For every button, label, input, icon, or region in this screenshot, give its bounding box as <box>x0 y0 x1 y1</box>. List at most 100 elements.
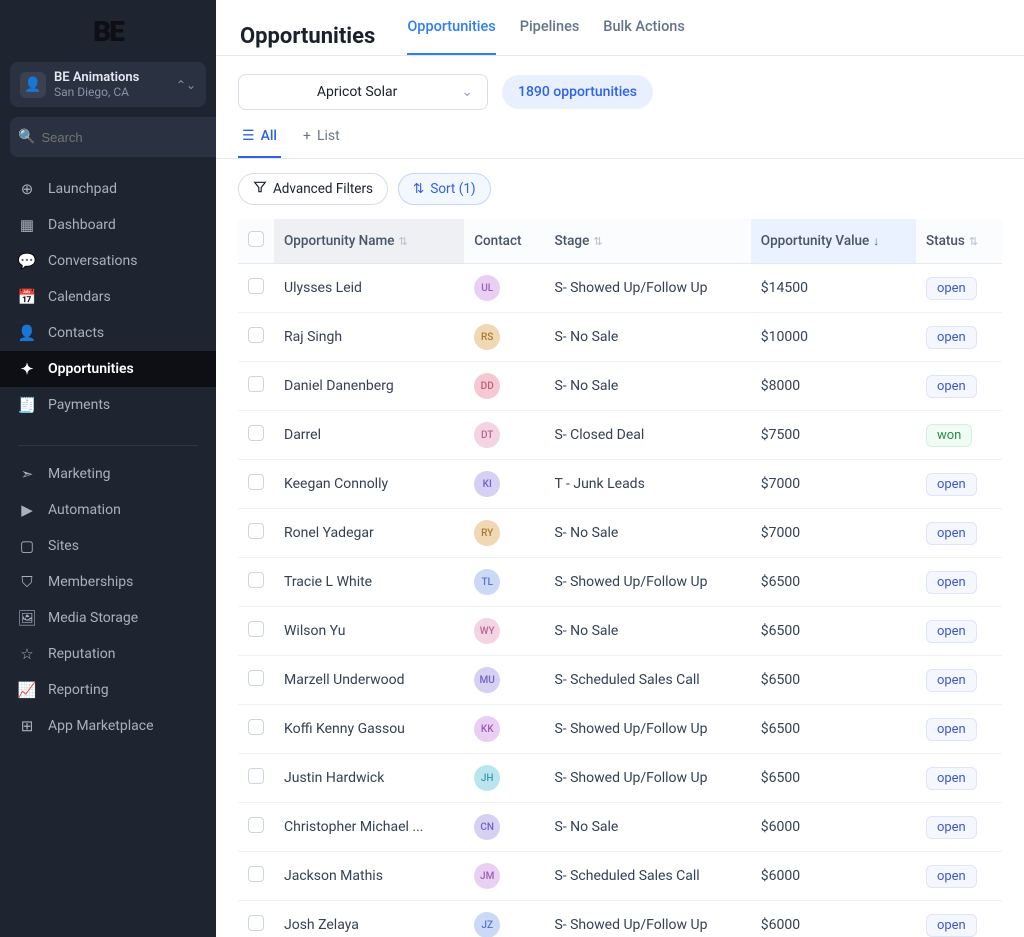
pipeline-select[interactable]: Apricot Solar ⌄ <box>238 74 488 110</box>
nav-item-memberships[interactable]: ⛉Memberships <box>0 564 216 600</box>
cell-contact: DT <box>464 411 544 460</box>
row-checkbox[interactable] <box>248 376 264 392</box>
cell-status: open <box>916 901 1002 937</box>
cell-name: Justin Hardwick <box>274 754 464 803</box>
top-tab-bulk-actions[interactable]: Bulk Actions <box>603 18 685 55</box>
cell-stage: S- No Sale <box>544 803 750 852</box>
row-checkbox[interactable] <box>248 425 264 441</box>
table-row[interactable]: Keegan ConnollyKIT - Junk Leads$7000open <box>238 460 1002 509</box>
cell-name: Koffi Kenny Gassou <box>274 705 464 754</box>
table-row[interactable]: Josh ZelayaJZS- Showed Up/Follow Up$6000… <box>238 901 1002 937</box>
nav-item-marketing[interactable]: ➣Marketing <box>0 456 216 492</box>
conversations-icon: 💬 <box>18 252 36 270</box>
status-badge: open <box>926 718 977 741</box>
table-row[interactable]: Ulysses LeidULS- Showed Up/Follow Up$145… <box>238 264 1002 313</box>
filter-row: Apricot Solar ⌄ 1890 opportunities <box>216 56 1024 110</box>
nav-item-calendars[interactable]: 📅Calendars <box>0 279 216 315</box>
top-tab-opportunities[interactable]: Opportunities <box>407 18 495 55</box>
cell-value: $6500 <box>751 558 916 607</box>
col-header-stage[interactable]: Stage⇅ <box>544 219 750 264</box>
row-checkbox[interactable] <box>248 670 264 686</box>
cell-status: open <box>916 754 1002 803</box>
table-row[interactable]: Daniel DanenbergDDS- No Sale$8000open <box>238 362 1002 411</box>
col-header-name[interactable]: Opportunity Name⇅ <box>274 219 464 264</box>
select-all-checkbox[interactable] <box>248 231 264 247</box>
media-storage-icon: 🖼 <box>18 609 36 627</box>
arrow-down-icon: ↓ <box>873 234 879 248</box>
nav-item-label: App Marketplace <box>48 718 154 734</box>
contact-avatar: JH <box>474 765 500 791</box>
org-switcher[interactable]: 👤 BE Animations San Diego, CA ⌃⌄ <box>10 62 206 107</box>
table-row[interactable]: Koffi Kenny GassouKKS- Showed Up/Follow … <box>238 705 1002 754</box>
col-header-status[interactable]: Status⇅ <box>916 219 1002 264</box>
table-row[interactable]: Tracie L WhiteTLS- Showed Up/Follow Up$6… <box>238 558 1002 607</box>
org-name: BE Animations <box>54 70 168 85</box>
table-body: Ulysses LeidULS- Showed Up/Follow Up$145… <box>238 264 1002 937</box>
cell-stage: S- Scheduled Sales Call <box>544 656 750 705</box>
plus-icon: + <box>303 128 311 144</box>
cell-contact: RS <box>464 313 544 362</box>
row-checkbox[interactable] <box>248 621 264 637</box>
reputation-icon: ☆ <box>18 645 36 663</box>
nav-item-media-storage[interactable]: 🖼Media Storage <box>0 600 216 636</box>
cell-stage: S- Showed Up/Follow Up <box>544 754 750 803</box>
row-checkbox[interactable] <box>248 474 264 490</box>
row-checkbox[interactable] <box>248 817 264 833</box>
col-header-value[interactable]: Opportunity Value↓ <box>751 219 916 264</box>
table-row[interactable]: Jackson MathisJMS- Scheduled Sales Call$… <box>238 852 1002 901</box>
nav-item-conversations[interactable]: 💬 Conversations <box>0 243 216 279</box>
table-row[interactable]: Justin HardwickJHS- Showed Up/Follow Up$… <box>238 754 1002 803</box>
table-row[interactable]: Wilson YuWYS- No Sale$6500open <box>238 607 1002 656</box>
cell-stage: S- Closed Deal <box>544 411 750 460</box>
row-checkbox[interactable] <box>248 719 264 735</box>
nav-item-label: Marketing <box>48 466 111 482</box>
cell-contact: KK <box>464 705 544 754</box>
nav-item-label: Opportunities <box>48 361 134 377</box>
row-checkbox[interactable] <box>248 327 264 343</box>
nav-item-app-marketplace[interactable]: ⊞App Marketplace <box>0 708 216 744</box>
table-row[interactable]: Christopher Michael ...CNS- No Sale$6000… <box>238 803 1002 852</box>
sites-icon: ▢ <box>18 537 36 555</box>
table-row[interactable]: DarrelDTS- Closed Deal$7500won <box>238 411 1002 460</box>
nav-item-automation[interactable]: ▶Automation <box>0 492 216 528</box>
nav-item-label: Conversations <box>48 253 137 269</box>
row-checkbox[interactable] <box>248 523 264 539</box>
nav-item-contacts[interactable]: 👤Contacts <box>0 315 216 351</box>
view-tab-all[interactable]: ☰All <box>238 122 281 158</box>
dashboard-icon: ▦ <box>18 216 36 234</box>
table-row[interactable]: Ronel YadegarRYS- No Sale$7000open <box>238 509 1002 558</box>
nav-item-label: Launchpad <box>48 181 117 197</box>
nav-item-label: Sites <box>48 538 79 554</box>
nav-item-reporting[interactable]: 📈Reporting <box>0 672 216 708</box>
nav-item-opportunities[interactable]: ✦Opportunities <box>0 351 216 387</box>
sort-button[interactable]: ⇅ Sort (1) <box>398 173 491 205</box>
cell-name: Christopher Michael ... <box>274 803 464 852</box>
table-row[interactable]: Raj SinghRSS- No Sale$10000open <box>238 313 1002 362</box>
row-checkbox[interactable] <box>248 278 264 294</box>
cell-value: $7000 <box>751 509 916 558</box>
nav-item-sites[interactable]: ▢ Sites <box>0 528 216 564</box>
nav-item-reputation[interactable]: ☆Reputation <box>0 636 216 672</box>
row-checkbox[interactable] <box>248 572 264 588</box>
logo: BE <box>0 0 216 62</box>
top-tab-pipelines[interactable]: Pipelines <box>520 18 580 55</box>
view-tab-list[interactable]: + List <box>299 122 344 158</box>
cell-status: open <box>916 852 1002 901</box>
cell-status: open <box>916 607 1002 656</box>
contact-avatar: JM <box>474 863 500 889</box>
table-row[interactable]: Marzell UnderwoodMUS- Scheduled Sales Ca… <box>238 656 1002 705</box>
view-tab-label: List <box>317 128 340 144</box>
row-checkbox[interactable] <box>248 768 264 784</box>
nav-item-dashboard[interactable]: ▦Dashboard <box>0 207 216 243</box>
cell-name: Raj Singh <box>274 313 464 362</box>
advanced-filters-button[interactable]: Advanced Filters <box>238 173 388 205</box>
cell-value: $6000 <box>751 852 916 901</box>
row-checkbox[interactable] <box>248 915 264 931</box>
contact-avatar: KI <box>474 471 500 497</box>
nav-item-launchpad[interactable]: ⊕Launchpad <box>0 171 216 207</box>
page-title: Opportunities <box>240 24 375 49</box>
search-input[interactable] <box>41 130 217 145</box>
row-checkbox[interactable] <box>248 866 264 882</box>
nav-item-label: Automation <box>48 502 121 518</box>
nav-item-payments[interactable]: 🧾Payments <box>0 387 216 423</box>
